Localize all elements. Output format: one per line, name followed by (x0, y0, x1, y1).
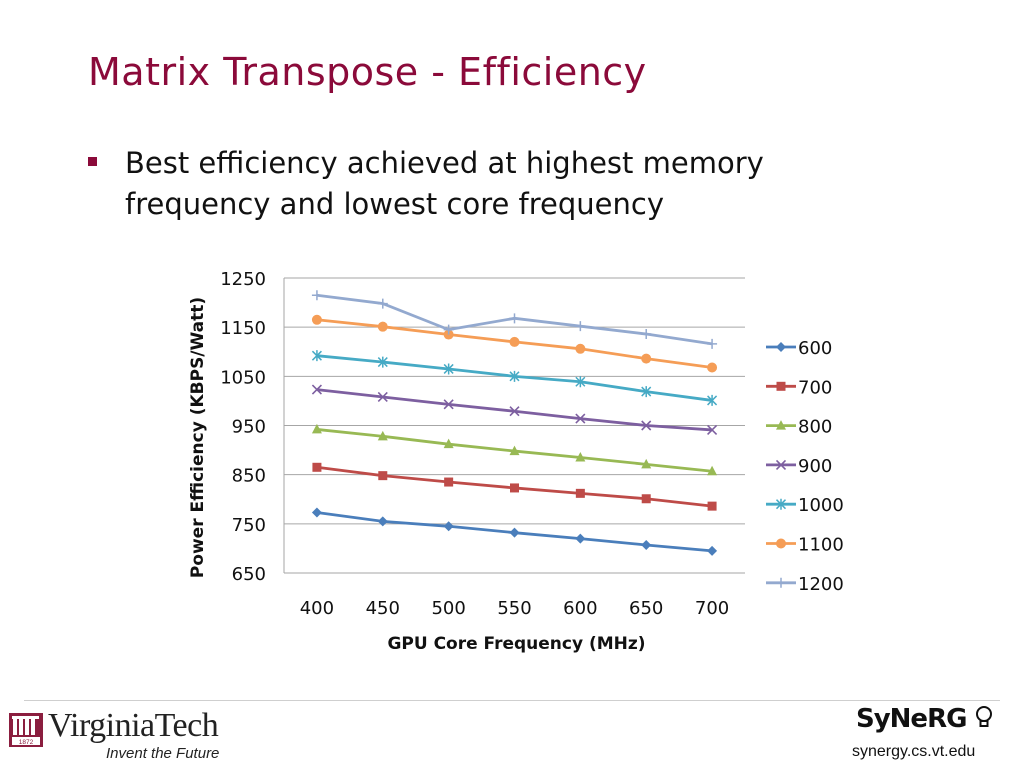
legend-label-900: 900 (798, 456, 832, 477)
data-point-600 (575, 533, 586, 544)
legend-marker-1100 (776, 538, 786, 549)
data-point-1200 (377, 298, 388, 309)
legend-marker-800 (776, 420, 786, 430)
y-tick-label: 1250 (220, 269, 266, 290)
bullet-text: Best efficiency achieved at highest memo… (125, 146, 764, 221)
synergy-logo: SyNeRG (856, 704, 993, 734)
data-point-800 (311, 423, 322, 434)
data-point-800 (443, 438, 454, 449)
data-point-1200 (509, 313, 520, 324)
data-point-1200 (707, 338, 718, 349)
y-axis-title: Power Efficiency (KBPS/Watt) (188, 297, 208, 578)
y-tick-label: 1150 (220, 318, 266, 339)
bullet-list: Best efficiency achieved at highest memo… (88, 143, 988, 225)
legend-label-1100: 1100 (798, 535, 844, 556)
data-point-700 (444, 477, 454, 487)
x-tick-label: 400 (300, 598, 334, 619)
data-point-1200 (575, 321, 586, 332)
data-point-1000 (707, 394, 718, 406)
data-point-1200 (443, 324, 454, 335)
legend-label-800: 800 (798, 417, 832, 438)
data-point-800 (641, 458, 652, 469)
data-point-600 (509, 527, 520, 538)
data-point-900 (641, 420, 652, 431)
data-point-600 (641, 539, 652, 550)
data-point-1200 (311, 290, 322, 301)
legend-marker-1000 (775, 498, 787, 510)
synergy-logo-text: SyNeRG (856, 704, 967, 734)
university-tagline: Invent the Future (106, 745, 220, 762)
data-point-1100 (707, 362, 718, 373)
data-point-600 (377, 516, 388, 527)
data-point-800 (509, 445, 520, 456)
slide-title: Matrix Transpose - Efficiency (88, 50, 647, 94)
data-point-1000 (377, 356, 388, 368)
data-point-700 (707, 501, 717, 511)
y-tick-label: 950 (232, 417, 266, 438)
data-point-900 (509, 406, 520, 417)
data-point-900 (575, 413, 586, 424)
y-tick-label: 850 (232, 466, 266, 487)
legend-marker-700 (776, 381, 786, 391)
university-name: VirginiaTech (48, 707, 219, 744)
footer-divider (24, 700, 1000, 701)
y-tick-label: 750 (232, 515, 266, 536)
data-point-600 (443, 521, 454, 532)
y-tick-label: 650 (232, 564, 266, 585)
legend-marker-900 (775, 459, 787, 470)
data-point-1100 (377, 321, 388, 332)
x-tick-label: 700 (695, 598, 729, 619)
data-point-900 (707, 424, 718, 435)
x-axis-title: GPU Core Frequency (MHz) (387, 634, 645, 654)
data-point-700 (575, 488, 585, 498)
data-point-700 (378, 471, 388, 481)
bullet-item: Best efficiency achieved at highest memo… (88, 143, 988, 225)
data-point-900 (443, 399, 454, 410)
synergy-url: synergy.cs.vt.edu (852, 743, 976, 760)
data-point-700 (312, 462, 322, 472)
square-bullet-icon (88, 157, 97, 166)
data-point-1100 (641, 353, 652, 364)
data-point-1100 (575, 343, 586, 354)
legend-marker-1200 (776, 577, 786, 588)
seal-year: 1872 (19, 739, 34, 746)
legend-label-1200: 1200 (798, 574, 844, 595)
x-tick-label: 450 (366, 598, 400, 619)
legend-label-700: 700 (798, 377, 832, 398)
data-point-1000 (443, 363, 454, 375)
virginia-tech-seal-icon: 1872 (9, 713, 43, 747)
efficiency-line-chart: 650 750 850 950 1050 1150 1250 400 450 500 550 600 6… (188, 269, 844, 654)
lightbulb-icon (975, 706, 992, 727)
data-point-900 (311, 384, 322, 395)
x-tick-label: 500 (431, 598, 465, 619)
data-point-1000 (509, 370, 520, 382)
x-tick-label: 550 (497, 598, 531, 619)
legend-marker-600 (776, 342, 786, 352)
data-point-600 (707, 545, 718, 556)
data-point-700 (510, 483, 519, 493)
data-point-800 (377, 430, 388, 441)
data-point-1200 (641, 329, 652, 340)
series-line-900 (316, 388, 713, 432)
data-point-900 (377, 391, 388, 403)
x-tick-label: 600 (563, 598, 597, 619)
data-point-800 (575, 451, 586, 462)
data-point-700 (641, 494, 651, 504)
data-point-1000 (575, 376, 586, 388)
legend-label-600: 600 (798, 338, 832, 359)
legend-label-1000: 1000 (798, 495, 844, 516)
y-tick-label: 1050 (220, 367, 266, 388)
data-point-1100 (509, 336, 520, 347)
x-tick-label: 650 (629, 598, 663, 619)
data-point-1000 (641, 386, 652, 398)
data-point-800 (707, 465, 718, 476)
data-point-600 (311, 507, 322, 518)
data-point-1000 (311, 350, 322, 362)
data-point-1100 (311, 314, 322, 325)
